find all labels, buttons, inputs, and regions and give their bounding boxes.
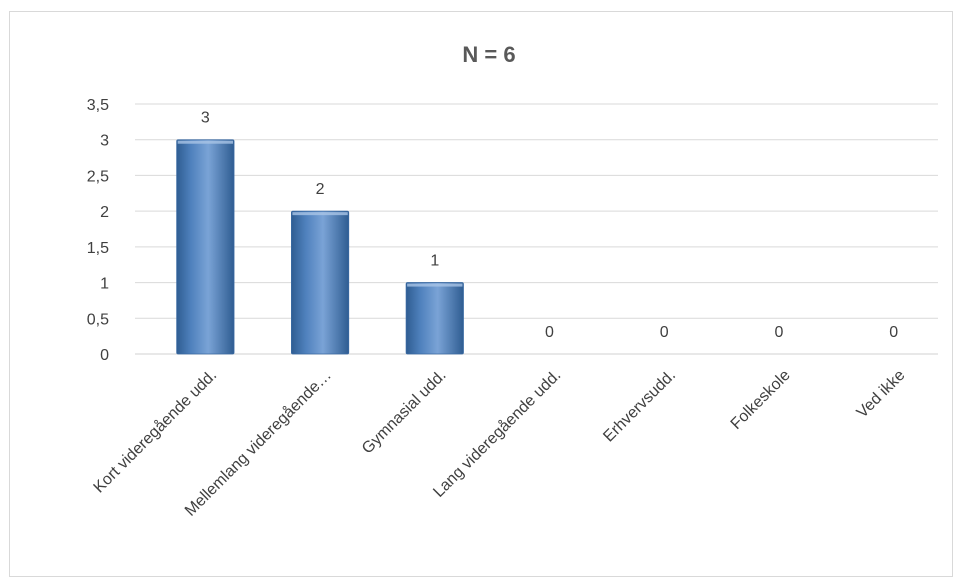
bar-highlight	[177, 140, 234, 144]
gridlines	[135, 103, 938, 355]
y-tick-label: 2	[100, 204, 109, 221]
x-tick-label: Ved ikke	[854, 367, 909, 422]
x-tick-label: Lang videregående udd.	[430, 366, 565, 501]
y-tick-label: 2,5	[87, 168, 109, 185]
y-tick-label: 1	[100, 276, 109, 293]
data-label: 0	[545, 324, 554, 341]
bar	[176, 139, 235, 355]
chart-title: N = 6	[462, 42, 515, 67]
y-tick-label: 1,5	[87, 240, 109, 257]
y-tick-label: 0,5	[87, 311, 109, 328]
x-tick-label: Kort videregående udd.	[90, 366, 220, 496]
bar	[405, 282, 464, 355]
data-label: 2	[316, 181, 325, 198]
chart-frame	[9, 11, 953, 577]
bar-highlight	[292, 212, 348, 216]
data-label: 1	[430, 253, 439, 270]
data-label: 3	[201, 110, 210, 127]
bars	[176, 139, 464, 355]
y-tick-label: 0	[100, 347, 109, 364]
y-axis-ticks: 0 0,5 1 1,5 2 2,5 3 3,5	[87, 97, 109, 364]
x-tick-label: Erhvervsudd.	[600, 367, 679, 446]
data-label: 0	[774, 324, 783, 341]
data-labels: 3 2 1 0 0 0 0	[201, 110, 898, 341]
x-axis-ticks: Kort videregående udd.Mellemlang videreg…	[90, 366, 909, 520]
data-label: 0	[660, 324, 669, 341]
x-tick-label: Folkeskole	[728, 367, 794, 433]
y-tick-label: 3	[100, 133, 109, 150]
x-tick-label: Gymnasial udd.	[359, 367, 450, 458]
bar-highlight	[407, 283, 463, 287]
y-tick-label: 3,5	[87, 97, 109, 114]
data-label: 0	[889, 324, 898, 341]
bar	[290, 210, 350, 355]
